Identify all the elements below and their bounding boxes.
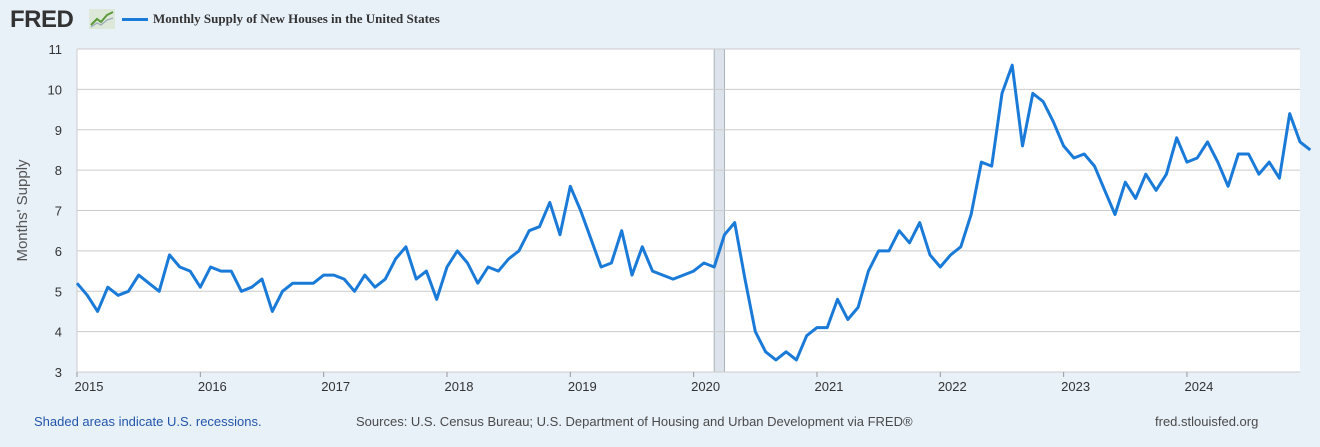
y-tick-label: 3	[55, 365, 62, 380]
site-link[interactable]: fred.stlouisfed.org	[1155, 414, 1259, 429]
x-tick-label: 2024	[1184, 379, 1213, 394]
recession-note: Shaded areas indicate U.S. recessions.	[34, 414, 262, 429]
y-tick-label: 10	[48, 82, 62, 97]
x-tick-label: 2015	[75, 379, 104, 394]
y-axis-title: Months' Supply	[14, 159, 31, 262]
x-tick-label: 2021	[815, 379, 844, 394]
series-line	[75, 63, 1312, 362]
y-tick-label: 6	[55, 244, 62, 259]
x-tick-label: 2023	[1061, 379, 1090, 394]
x-tick-label: 2017	[321, 379, 350, 394]
y-tick-label: 8	[55, 163, 62, 178]
legend-swatch	[122, 18, 148, 21]
chart-header: FRED Monthly Supply of New Houses in the…	[0, 0, 1320, 40]
trend-chart-icon	[89, 9, 115, 29]
y-tick-label: 11	[49, 42, 63, 57]
y-tick-label: 9	[55, 123, 62, 138]
y-tick-label: 7	[55, 204, 62, 219]
x-tick-label: 2018	[445, 379, 474, 394]
y-tick-label: 4	[55, 325, 62, 340]
sources-note: Sources: U.S. Census Bureau; U.S. Depart…	[356, 414, 913, 429]
x-tick-label: 2019	[568, 379, 597, 394]
x-tick-label: 2020	[691, 379, 720, 394]
y-tick-label: 5	[55, 284, 62, 299]
x-tick-label: 2016	[198, 379, 227, 394]
x-tick-label: 2022	[938, 379, 967, 394]
fred-logo[interactable]: FRED	[10, 6, 74, 33]
legend-series-label: Monthly Supply of New Houses in the Unit…	[153, 11, 440, 26]
